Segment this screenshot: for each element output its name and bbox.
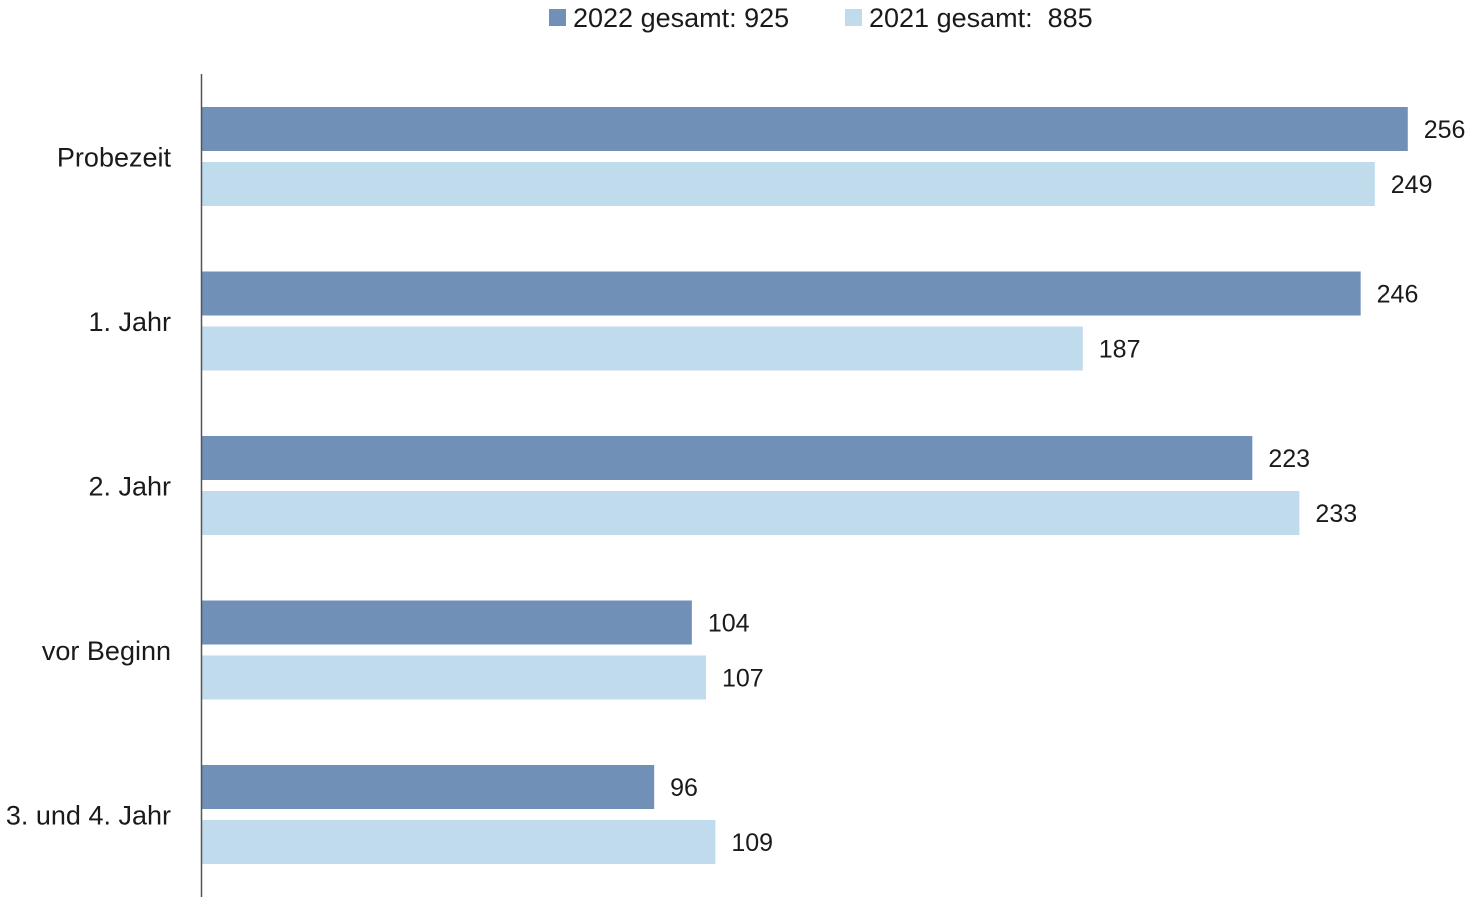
category-label: 2. Jahr bbox=[88, 472, 171, 502]
bars-group bbox=[202, 107, 1408, 864]
category-label: Probezeit bbox=[57, 143, 172, 173]
data-label: 96 bbox=[670, 774, 698, 802]
category-labels: Probezeit 1. Jahr 2. Jahr vor Beginn 3. und … bbox=[6, 143, 172, 831]
data-label: 107 bbox=[722, 665, 764, 693]
category-label: 3. und 4. Jahr bbox=[6, 801, 171, 831]
bar bbox=[202, 600, 692, 645]
bar bbox=[202, 765, 655, 809]
data-label: 223 bbox=[1268, 445, 1310, 473]
legend-swatch-2022 bbox=[549, 9, 566, 26]
bar bbox=[202, 107, 1408, 151]
data-label: 233 bbox=[1315, 500, 1357, 528]
category-label: 1. Jahr bbox=[88, 307, 171, 337]
bar bbox=[202, 326, 1083, 371]
bar bbox=[202, 655, 706, 700]
category-label: vor Beginn bbox=[42, 636, 171, 666]
legend-label-2022: 2022 gesamt: 925 bbox=[573, 3, 789, 33]
data-label: 256 bbox=[1424, 116, 1466, 144]
legend-label-2021: 2021 gesamt: 885 bbox=[869, 3, 1093, 33]
bar bbox=[202, 820, 716, 864]
bar bbox=[202, 162, 1375, 206]
bar bbox=[202, 491, 1300, 535]
data-label: 104 bbox=[708, 610, 750, 638]
data-label: 246 bbox=[1377, 281, 1419, 309]
data-label: 187 bbox=[1099, 336, 1141, 364]
bar bbox=[202, 271, 1361, 316]
data-label: 109 bbox=[731, 829, 773, 857]
bar bbox=[202, 436, 1253, 480]
data-label: 249 bbox=[1391, 171, 1433, 199]
legend: 2022 gesamt: 925 2021 gesamt: 885 bbox=[549, 3, 1093, 33]
legend-swatch-2021 bbox=[845, 9, 862, 26]
